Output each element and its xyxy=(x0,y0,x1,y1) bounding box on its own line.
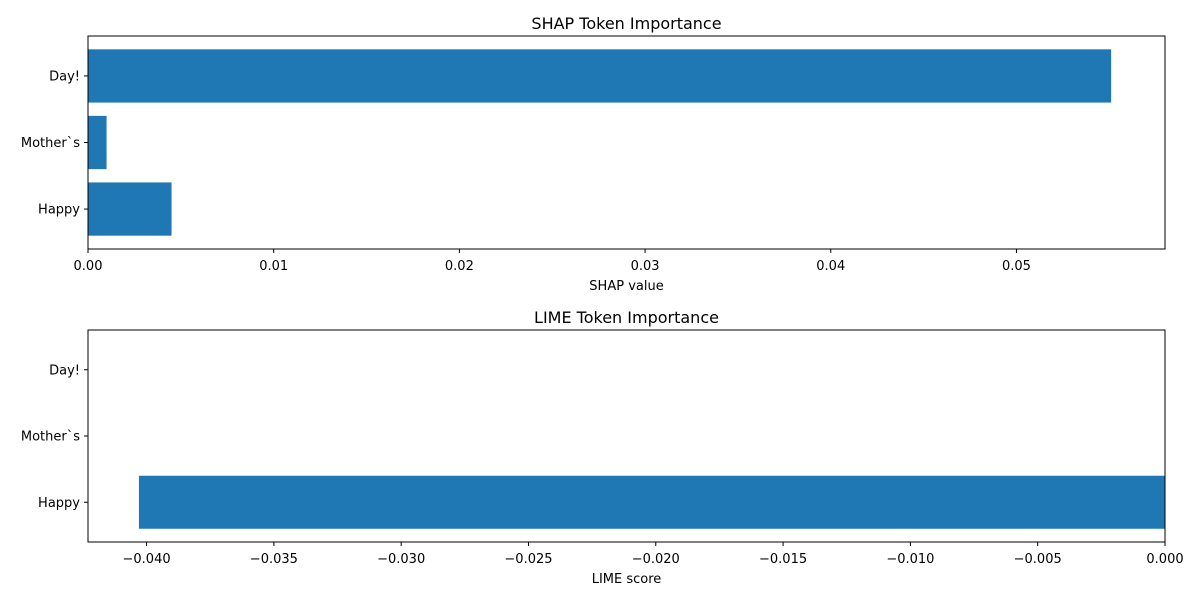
y-tick-label: Day! xyxy=(49,363,80,378)
x-tick-label: −0.020 xyxy=(632,552,680,567)
y-tick-label: Mother`s xyxy=(21,136,80,151)
y-tick-label: Happy xyxy=(38,496,80,511)
chart-panel-1: Happy Mother`s Day! 0.00 0.01 0.02 0.03 0.04 0.0… xyxy=(21,14,1166,294)
y-tick-label: Mother`s xyxy=(21,430,80,445)
x-axis-label: SHAP value xyxy=(589,279,663,294)
x-tick-label: 0.04 xyxy=(816,259,845,274)
y-tick-label: Happy xyxy=(38,203,80,218)
x-tick-label: 0.01 xyxy=(259,259,288,274)
y-tick-label: Day! xyxy=(49,69,80,84)
x-tick-label: −0.015 xyxy=(759,552,807,567)
x-tick-label: 0.05 xyxy=(1002,259,1031,274)
x-tick-label: −0.010 xyxy=(886,552,934,567)
x-tick-label: −0.040 xyxy=(123,552,171,567)
x-tick-label: 0.03 xyxy=(631,259,660,274)
bar-happy xyxy=(138,475,1165,529)
bar-day xyxy=(88,49,1112,103)
x-tick-label: 0.000 xyxy=(1146,552,1183,567)
x-tick-label: 0.00 xyxy=(74,259,103,274)
bar-mothers xyxy=(88,115,107,170)
chart-panel-2: Happy Mother`s Day! −0.040 −0.035 −0.030 −0.02… xyxy=(21,308,1184,587)
x-tick-label: −0.025 xyxy=(504,552,552,567)
x-tick-label: 0.02 xyxy=(445,259,474,274)
x-axis-label: LIME score xyxy=(592,572,662,587)
x-tick-label: −0.005 xyxy=(1014,552,1062,567)
x-tick-label: −0.035 xyxy=(250,552,298,567)
bar-happy xyxy=(88,182,172,236)
chart-title: LIME Token Importance xyxy=(534,308,719,327)
chart-title: SHAP Token Importance xyxy=(531,14,721,33)
x-tick-label: −0.030 xyxy=(377,552,425,567)
